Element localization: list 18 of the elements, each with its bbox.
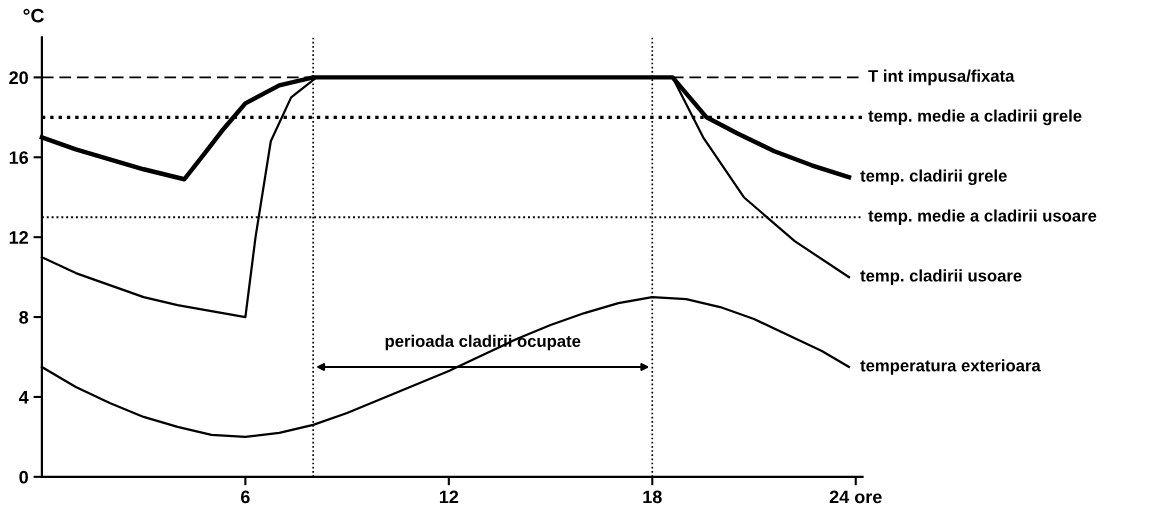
- ref-line-label: temp. medie a cladirii usoare: [868, 209, 1097, 225]
- y-tick-label: 0: [19, 470, 28, 484]
- series-label: temp. cladirii usoare: [860, 269, 1022, 285]
- y-tick-label: 20: [9, 71, 28, 85]
- y-tick-label: 12: [9, 231, 28, 244]
- series-label: temp. cladirii grele: [860, 169, 1007, 186]
- series-label: temperatura exterioara: [860, 359, 1041, 375]
- x-tick-label: 6: [241, 490, 250, 504]
- ref-line-label: temp. medie a cladirii grele: [868, 109, 1082, 126]
- ref-line-label: T int impusa/fixata: [868, 69, 1015, 86]
- annotation: perioada cladirii ocupate: [385, 334, 581, 351]
- y-tick-label: 8: [19, 310, 29, 324]
- x-tick-label: 12: [439, 490, 459, 504]
- y-tick-label: 4: [18, 391, 29, 404]
- y-axis-title: °C: [23, 8, 44, 23]
- x-tick-label: 18: [643, 490, 662, 504]
- x-tick-label: 24 ore: [829, 490, 882, 504]
- y-tick-label: 16: [9, 151, 29, 164]
